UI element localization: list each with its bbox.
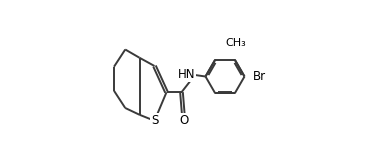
Text: CH₃: CH₃: [226, 38, 247, 48]
Text: HN: HN: [178, 69, 195, 81]
Text: O: O: [179, 114, 188, 126]
Text: Br: Br: [253, 70, 266, 83]
Text: S: S: [151, 114, 158, 127]
